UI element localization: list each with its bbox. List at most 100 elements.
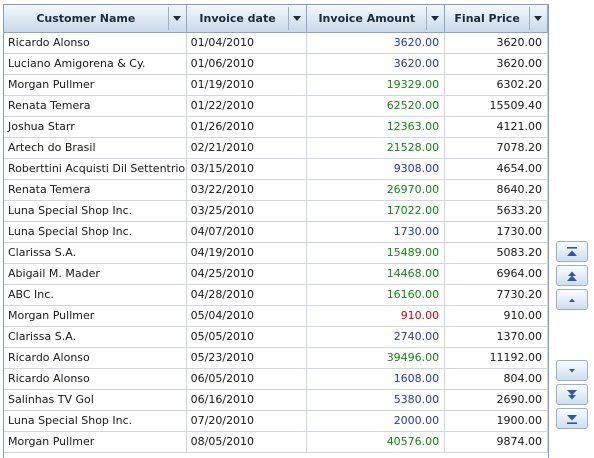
invoice-date-cell[interactable]: 04/19/2010 bbox=[186, 243, 308, 264]
column-menu-button[interactable] bbox=[167, 7, 185, 30]
invoice-date-cell[interactable]: 01/06/2010 bbox=[186, 54, 308, 75]
invoice-amount-cell[interactable]: 16160.00 bbox=[307, 285, 446, 306]
table-row[interactable]: Artech do Brasil 02/21/2010 21528.00 7078.2… bbox=[4, 138, 548, 159]
table-row[interactable]: Abigail M. Mader 04/25/2010 14468.00 6964.0… bbox=[4, 264, 548, 285]
invoice-date-cell[interactable]: 04/07/2010 bbox=[186, 222, 308, 243]
final-price-cell[interactable]: 6302.20 bbox=[445, 75, 548, 96]
final-price-cell[interactable]: 6964.00 bbox=[445, 264, 548, 285]
column-header-final-price[interactable]: Final Price bbox=[445, 5, 548, 33]
invoice-date-cell[interactable]: 01/26/2010 bbox=[186, 117, 308, 138]
final-price-cell[interactable]: 2690.00 bbox=[445, 390, 548, 411]
table-row[interactable]: Ricardo Alonso 01/04/2010 3620.00 3620.00 bbox=[4, 33, 548, 54]
final-price-cell[interactable]: 15509.40 bbox=[445, 96, 548, 117]
final-price-cell[interactable]: 7730.20 bbox=[445, 285, 548, 306]
table-row[interactable]: Ricardo Alonso 05/23/2010 39496.00 11192.00 bbox=[4, 348, 548, 369]
customer-name-cell[interactable]: Ricardo Alonso bbox=[4, 348, 187, 369]
invoice-date-cell[interactable]: 05/04/2010 bbox=[186, 306, 308, 327]
invoice-amount-cell[interactable]: 5380.00 bbox=[307, 390, 446, 411]
table-row[interactable]: Salinhas TV Gol 06/16/2010 5380.00 2690.00 bbox=[4, 390, 548, 411]
invoice-date-cell[interactable]: 03/15/2010 bbox=[186, 159, 308, 180]
customer-name-cell[interactable]: Roberttini Acquisti Dil Settentrionale bbox=[4, 159, 187, 180]
invoice-amount-cell[interactable]: 3620.00 bbox=[307, 33, 446, 54]
invoice-amount-cell[interactable]: 17022.00 bbox=[307, 201, 446, 222]
table-row[interactable]: ABC Inc. 04/28/2010 16160.00 7730.20 bbox=[4, 285, 548, 306]
table-row[interactable]: Renata Temera 03/22/2010 26970.00 8640.20 bbox=[4, 180, 548, 201]
customer-name-cell[interactable]: Ricardo Alonso bbox=[4, 369, 187, 390]
invoice-amount-cell[interactable]: 40576.00 bbox=[307, 432, 446, 453]
final-price-cell[interactable]: 3620.00 bbox=[445, 33, 548, 54]
invoice-date-cell[interactable]: 01/04/2010 bbox=[186, 33, 308, 54]
invoice-amount-cell[interactable]: 62520.00 bbox=[307, 96, 446, 117]
customer-name-cell[interactable]: Luna Special Shop Inc. bbox=[4, 411, 187, 432]
customer-name-cell[interactable]: Morgan Pullmer bbox=[4, 432, 187, 453]
customer-name-cell[interactable]: Clarissa S.A. bbox=[4, 243, 187, 264]
invoice-amount-cell[interactable]: 39496.00 bbox=[307, 348, 446, 369]
final-price-cell[interactable]: 5633.20 bbox=[445, 201, 548, 222]
table-row[interactable]: Luna Special Shop Inc. 03/25/2010 17022.00… bbox=[4, 201, 548, 222]
invoice-amount-cell[interactable]: 26970.00 bbox=[307, 180, 446, 201]
final-price-cell[interactable]: 910.00 bbox=[445, 306, 548, 327]
invoice-date-cell[interactable]: 03/22/2010 bbox=[186, 180, 308, 201]
invoice-date-cell[interactable]: 01/19/2010 bbox=[186, 75, 308, 96]
customer-name-cell[interactable]: Clarissa S.A. bbox=[4, 327, 187, 348]
invoice-date-cell[interactable]: 04/28/2010 bbox=[186, 285, 308, 306]
column-header-invoice-amount[interactable]: Invoice Amount bbox=[307, 5, 446, 33]
customer-name-cell[interactable]: Artech do Brasil bbox=[4, 138, 187, 159]
customer-name-cell[interactable]: Abigail M. Mader bbox=[4, 264, 187, 285]
customer-name-cell[interactable]: ABC Inc. bbox=[4, 285, 187, 306]
invoice-date-cell[interactable]: 06/05/2010 bbox=[186, 369, 308, 390]
final-price-cell[interactable]: 5083.20 bbox=[445, 243, 548, 264]
invoice-amount-cell[interactable]: 3620.00 bbox=[307, 54, 446, 75]
invoice-date-cell[interactable]: 08/05/2010 bbox=[186, 432, 308, 453]
invoice-date-cell[interactable]: 03/25/2010 bbox=[186, 201, 308, 222]
table-row[interactable]: Luciano Amigorena & Cy. 01/06/2010 3620.00… bbox=[4, 54, 548, 75]
customer-name-cell[interactable]: Luciano Amigorena & Cy. bbox=[4, 54, 187, 75]
table-row[interactable]: Renata Temera 01/22/2010 62520.00 15509.40 bbox=[4, 96, 548, 117]
customer-name-cell[interactable]: Ricardo Alonso bbox=[4, 33, 187, 54]
customer-name-cell[interactable]: Morgan Pullmer bbox=[4, 75, 187, 96]
invoice-amount-cell[interactable]: 1730.00 bbox=[307, 222, 446, 243]
final-price-cell[interactable]: 9874.00 bbox=[445, 432, 548, 453]
column-menu-button[interactable] bbox=[529, 7, 546, 30]
table-row[interactable]: Clarissa S.A. 05/05/2010 2740.00 1370.00 bbox=[4, 327, 548, 348]
table-row[interactable]: Luna Special Shop Inc. 07/20/2010 2000.00 1… bbox=[4, 411, 548, 432]
final-price-cell[interactable]: 804.00 bbox=[445, 369, 548, 390]
invoice-amount-cell[interactable]: 14468.00 bbox=[307, 264, 446, 285]
table-row[interactable]: Joshua Starr 01/26/2010 12363.00 4121.00 bbox=[4, 117, 548, 138]
invoice-date-cell[interactable]: 01/22/2010 bbox=[186, 96, 308, 117]
move-to-bottom-button[interactable] bbox=[556, 408, 588, 429]
customer-name-cell[interactable]: Salinhas TV Gol bbox=[4, 390, 187, 411]
invoice-amount-cell[interactable]: 2740.00 bbox=[307, 327, 446, 348]
final-price-cell[interactable]: 8640.20 bbox=[445, 180, 548, 201]
final-price-cell[interactable]: 1370.00 bbox=[445, 327, 548, 348]
customer-name-cell[interactable]: Renata Temera bbox=[4, 180, 187, 201]
invoice-date-cell[interactable]: 05/23/2010 bbox=[186, 348, 308, 369]
customer-name-cell[interactable]: Renata Temera bbox=[4, 96, 187, 117]
invoice-amount-cell[interactable]: 9308.00 bbox=[307, 159, 446, 180]
move-up-button[interactable] bbox=[556, 289, 588, 310]
final-price-cell[interactable]: 7078.20 bbox=[445, 138, 548, 159]
final-price-cell[interactable]: 4121.00 bbox=[445, 117, 548, 138]
column-menu-button[interactable] bbox=[426, 7, 443, 30]
invoice-amount-cell[interactable]: 12363.00 bbox=[307, 117, 446, 138]
table-row[interactable]: Luna Special Shop Inc. 04/07/2010 1730.00 1… bbox=[4, 222, 548, 243]
move-down-button[interactable] bbox=[556, 360, 588, 381]
customer-name-cell[interactable]: Luna Special Shop Inc. bbox=[4, 201, 187, 222]
table-row[interactable]: Clarissa S.A. 04/19/2010 15489.00 5083.20 bbox=[4, 243, 548, 264]
invoice-date-cell[interactable]: 04/25/2010 bbox=[186, 264, 308, 285]
invoice-amount-cell[interactable]: 2000.00 bbox=[307, 411, 446, 432]
table-row[interactable]: Morgan Pullmer 05/04/2010 910.00 910.00 bbox=[4, 306, 548, 327]
invoice-amount-cell[interactable]: 1608.00 bbox=[307, 369, 446, 390]
table-row[interactable]: Morgan Pullmer 01/19/2010 19329.00 6302.20 bbox=[4, 75, 548, 96]
customer-name-cell[interactable]: Joshua Starr bbox=[4, 117, 187, 138]
final-price-cell[interactable]: 11192.00 bbox=[445, 348, 548, 369]
final-price-cell[interactable]: 4654.00 bbox=[445, 159, 548, 180]
column-menu-button[interactable] bbox=[288, 7, 305, 30]
final-price-cell[interactable]: 3620.00 bbox=[445, 54, 548, 75]
table-row[interactable]: Ricardo Alonso 06/05/2010 1608.00 804.00 bbox=[4, 369, 548, 390]
final-price-cell[interactable]: 1730.00 bbox=[445, 222, 548, 243]
move-up-fast-button[interactable] bbox=[556, 265, 588, 286]
invoice-date-cell[interactable]: 05/05/2010 bbox=[186, 327, 308, 348]
customer-name-cell[interactable]: Luna Special Shop Inc. bbox=[4, 222, 187, 243]
invoice-amount-cell[interactable]: 910.00 bbox=[307, 306, 446, 327]
